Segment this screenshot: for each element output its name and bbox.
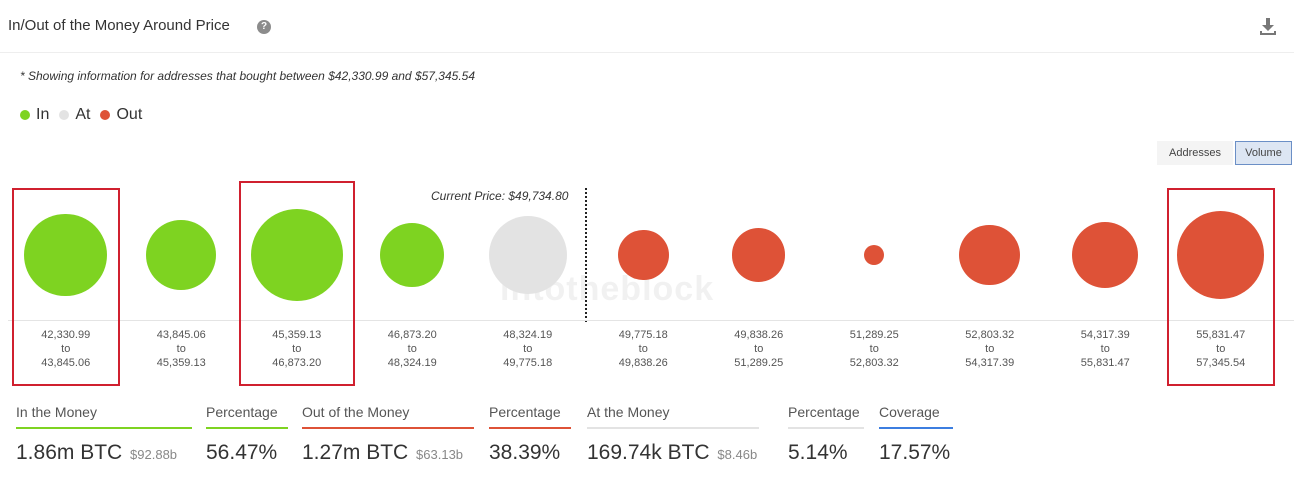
stat-label: Percentage (206, 404, 278, 420)
legend-item-at[interactable]: At (59, 106, 90, 124)
stat-label: Percentage (788, 404, 860, 420)
stat-underline (302, 427, 474, 429)
stat-underline (788, 427, 864, 429)
bubble-10[interactable] (1072, 221, 1139, 289)
chart-header: In/Out of the Money Around Price ? (0, 0, 1294, 53)
chart-baseline (8, 320, 1294, 321)
stat-underline (206, 427, 288, 429)
bubble-8[interactable] (864, 244, 885, 266)
stat-usd-value: $8.46b (717, 447, 758, 462)
stat-value: 1.27m BTC $63.13b (302, 441, 464, 464)
bubble-9[interactable] (959, 224, 1021, 286)
current-price-label: Current Price: $49,734.80 (431, 189, 569, 203)
legend-item-in[interactable]: In (20, 106, 49, 124)
stat-usd-value: $63.13b (416, 447, 464, 462)
stat-value: 38.39% (489, 441, 561, 464)
legend-label-out: Out (116, 106, 143, 123)
help-icon[interactable]: ? (257, 20, 271, 34)
stat-underline (879, 427, 953, 429)
stat-underline (489, 427, 571, 429)
stat-6: Percentage 5.14% (788, 404, 864, 465)
range-label-11: 55,831.47 to 57,345.54 (1196, 329, 1246, 369)
range-label-8: 51,289.25 to 52,803.32 (849, 329, 899, 369)
stat-7: Coverage 17.57% (879, 404, 953, 465)
range-label-9: 52,803.32 to 54,317.39 (965, 329, 1015, 369)
bubble-6[interactable] (617, 229, 669, 281)
highlight-box-3 (1166, 188, 1275, 386)
range-note: * Showing information for addresses that… (20, 69, 475, 83)
highlight-box-1 (11, 188, 120, 386)
bubble-1[interactable] (24, 213, 108, 297)
stat-usd-value: $92.88b (130, 447, 178, 462)
legend-label-in: In (36, 106, 50, 123)
stat-value: 1.86m BTC $92.88b (16, 441, 178, 464)
download-icon[interactable] (1258, 16, 1278, 36)
range-label-2: 43,845.06 to 45,359.13 (156, 329, 206, 369)
stat-underline (587, 427, 759, 429)
stat-2: Percentage 56.47% (206, 404, 288, 465)
legend-dot-in (20, 110, 30, 120)
bubble-5[interactable] (488, 215, 567, 295)
bubble-2[interactable] (146, 220, 217, 290)
stat-label: At the Money (587, 404, 670, 420)
legend-item-out[interactable]: Out (100, 106, 142, 124)
stat-1: In the Money 1.86m BTC $92.88b (16, 404, 192, 465)
range-label-7: 49,838.26 to 51,289.25 (734, 329, 784, 369)
bubble-4[interactable] (380, 222, 445, 288)
stat-label: In the Money (16, 404, 97, 420)
stat-5: At the Money 169.74k BTC $8.46b (587, 404, 759, 465)
legend-label-at: At (75, 106, 91, 123)
stat-label: Percentage (489, 404, 561, 420)
bubble-3[interactable] (250, 209, 343, 301)
range-label-5: 48,324.19 to 49,775.18 (503, 329, 553, 369)
bubble-7[interactable] (732, 228, 786, 282)
stat-value: 169.74k BTC $8.46b (587, 441, 758, 464)
stat-underline (16, 427, 192, 429)
bubble-11[interactable] (1177, 211, 1265, 299)
stat-value: 56.47% (206, 441, 278, 464)
current-price-line (585, 188, 587, 322)
stat-value: 5.14% (788, 441, 848, 464)
legend-dot-out (100, 110, 111, 120)
volume-toggle-button[interactable]: Volume (1235, 141, 1292, 165)
range-label-10: 54,317.39 to 55,831.47 (1080, 329, 1130, 369)
highlight-box-2 (238, 181, 355, 386)
stat-label: Out of the Money (302, 404, 410, 420)
stat-label: Coverage (879, 404, 940, 420)
stat-value: 17.57% (879, 441, 951, 464)
stat-3: Out of the Money 1.27m BTC $63.13b (302, 404, 474, 465)
chart-title: In/Out of the Money Around Price (8, 17, 230, 34)
range-label-1: 42,330.99 to 43,845.06 (41, 329, 91, 369)
range-label-4: 46,873.20 to 48,324.19 (387, 329, 437, 369)
addresses-toggle-button[interactable]: Addresses (1157, 141, 1233, 165)
legend-dot-at (59, 110, 70, 120)
range-label-3: 45,359.13 to 46,873.20 (272, 329, 322, 369)
stat-4: Percentage 38.39% (489, 404, 571, 465)
range-label-6: 49,775.18 to 49,838.26 (618, 329, 668, 369)
legend: In At Out (20, 106, 152, 124)
